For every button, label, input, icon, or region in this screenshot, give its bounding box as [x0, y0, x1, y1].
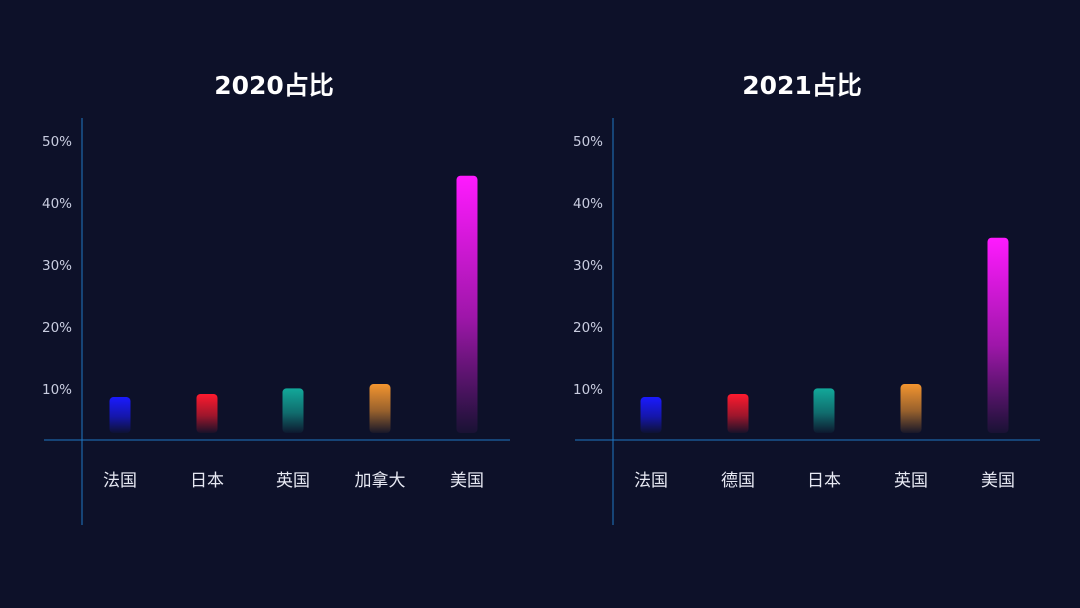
- y-tick-label: 40%: [42, 196, 72, 212]
- bars: [109, 175, 478, 433]
- y-tick-labels: 10% 20% 30% 40% 50%: [573, 134, 603, 398]
- bar-日本: [813, 388, 835, 433]
- category-label: 美国: [981, 471, 1015, 491]
- y-tick-label: 20%: [573, 320, 603, 336]
- y-tick-labels: 10% 20% 30% 40% 50%: [42, 134, 72, 398]
- bar-美国: [456, 175, 478, 433]
- category-label: 德国: [721, 471, 755, 491]
- bar-法国: [109, 397, 131, 433]
- bar-日本: [196, 393, 218, 433]
- y-tick-label: 30%: [42, 258, 72, 274]
- bar-法国: [640, 397, 662, 433]
- category-label: 加拿大: [355, 470, 406, 491]
- category-label: 法国: [634, 471, 668, 491]
- y-tick-label: 10%: [42, 382, 72, 398]
- y-tick-label: 10%: [573, 382, 603, 398]
- chart-title: 2020占比: [214, 71, 334, 100]
- y-tick-label: 50%: [42, 134, 72, 150]
- bar-德国: [727, 393, 749, 433]
- y-tick-label: 20%: [42, 320, 72, 336]
- category-label: 日本: [807, 471, 841, 491]
- bar-美国: [987, 237, 1009, 433]
- y-tick-label: 50%: [573, 134, 603, 150]
- category-label: 英国: [894, 471, 928, 491]
- bar-加拿大: [369, 384, 391, 433]
- category-label: 美国: [450, 471, 484, 491]
- bars: [640, 237, 1009, 433]
- chart-title: 2021占比: [742, 71, 862, 100]
- category-labels: 法国 德国 日本 英国 美国: [634, 471, 1015, 491]
- bar-英国: [282, 388, 304, 433]
- category-label: 法国: [103, 471, 137, 491]
- bar-英国: [900, 384, 922, 433]
- y-tick-label: 30%: [573, 258, 603, 274]
- y-tick-label: 40%: [573, 196, 603, 212]
- category-label: 日本: [190, 471, 224, 491]
- category-labels: 法国 日本 英国 加拿大 美国: [103, 470, 484, 491]
- chart-2020: 2020占比 10% 20% 30% 40% 50% 法国 日本 英国 加拿大 美国: [42, 71, 510, 525]
- category-label: 英国: [276, 471, 310, 491]
- chart-2021: 2021占比 10% 20% 30% 40% 50% 法国 德国 日本 英国 美国: [573, 71, 1040, 525]
